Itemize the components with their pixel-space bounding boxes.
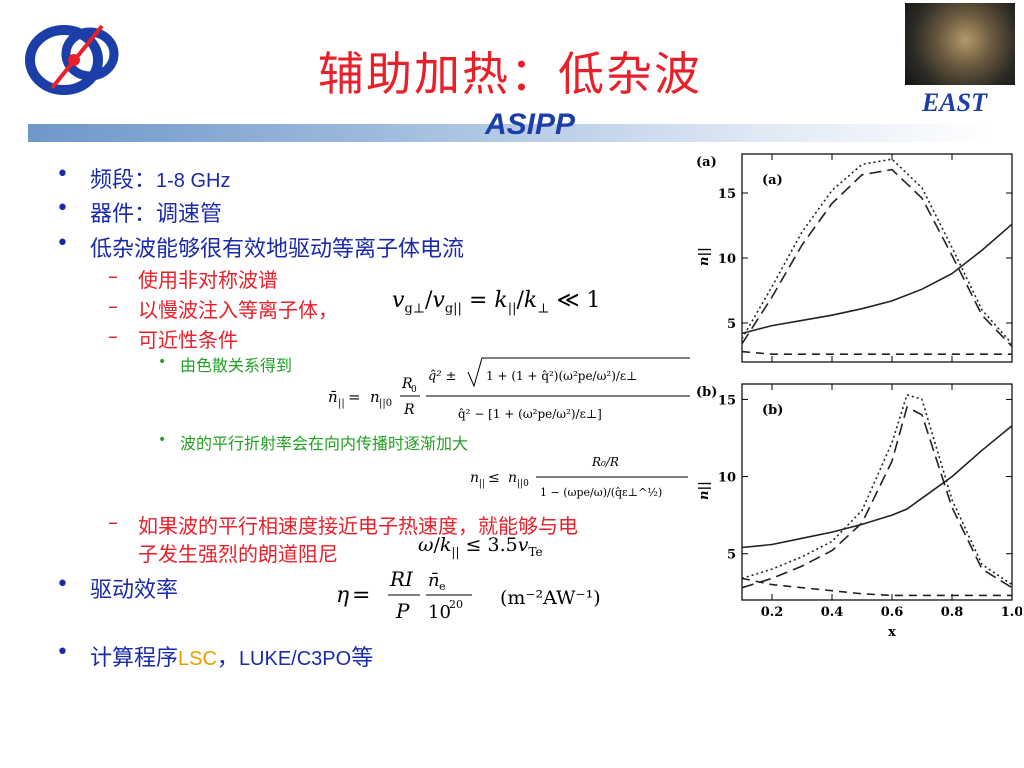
- accessibility-formula: n̄ || = n ||0 R 0 R q̂² ± 1 + (1 + q̂²)(…: [328, 357, 690, 421]
- sub-dash: –: [108, 264, 118, 288]
- series-line-dashed-low: [741, 350, 1012, 355]
- x-axis-label: x: [888, 625, 896, 640]
- svg-text:1 − (ωpe/ω)/(q̂ε⊥^½): 1 − (ωpe/ω)/(q̂ε⊥^½): [540, 486, 662, 499]
- codes-suffix: 等: [351, 646, 374, 671]
- efficiency-unit: (m⁻²AW⁻¹): [500, 587, 601, 609]
- codes-separator: ，: [216, 646, 239, 671]
- bullet-current-drive: 低杂波能够很有效地驱动等离子体电流: [90, 237, 465, 262]
- sub-slow-wave: 以慢波注入等离子体，: [138, 298, 338, 322]
- bullet-dot: •: [56, 162, 69, 187]
- series-line-solid: [741, 223, 1013, 335]
- svg-text:10: 10: [428, 602, 451, 623]
- sub-dash: –: [108, 510, 118, 534]
- series-line-solid: [741, 425, 1013, 549]
- bullet-codes: 计算程序LSC，LUKE/C3PO等: [90, 640, 373, 672]
- bullet-dot: •: [56, 196, 69, 221]
- svg-text:1 + (1 + q̂²)(ω²pe/ω²)/ε⊥: 1 + (1 + q̂²)(ω²pe/ω²)/ε⊥: [486, 369, 637, 383]
- title-bar: [28, 124, 996, 142]
- sub-asymmetric: 使用非对称波谱: [138, 268, 278, 292]
- svg-text:n: n: [370, 388, 380, 406]
- svg-text:n̄: n̄: [428, 570, 440, 591]
- svg-text:||0: ||0: [517, 479, 529, 489]
- subsub-dispersion: 由色散关系得到: [180, 356, 293, 375]
- bullet-frequency: 频段：1-8 GHz: [90, 162, 230, 194]
- asipp-logo: [25, 24, 119, 95]
- svg-text:0: 0: [411, 385, 417, 395]
- panel-label: (a): [696, 155, 717, 170]
- frequency-value: 1-8 GHz: [156, 170, 231, 192]
- chart-frame: [741, 383, 1013, 601]
- sub-dash: –: [108, 324, 118, 348]
- x-tick-label: 0.8: [941, 605, 964, 620]
- y-axis-label: n||: [697, 481, 712, 500]
- svg-text:=: =: [348, 388, 361, 406]
- y-tick-label: 5: [727, 548, 736, 563]
- y-tick-label: 10: [718, 471, 736, 486]
- series-line-dashed-low: [741, 577, 1012, 597]
- x-tick-label: 0.4: [821, 605, 844, 620]
- refractive-limit-formula: n || ≤ n ||0 R₀/R 1 − (ωpe/ω)/(q̂ε⊥^½): [470, 455, 688, 499]
- svg-text:n: n: [470, 470, 479, 486]
- inner-panel-label: (b): [762, 403, 783, 418]
- efficiency-formula: η = RI P n̄ e 10 20 (m⁻²AW⁻¹): [336, 567, 601, 623]
- frequency-label: 频段：: [90, 168, 157, 193]
- sub-dash: –: [108, 294, 118, 318]
- svg-text:R: R: [401, 376, 413, 392]
- svg-text:q̂² − [1 + (ω²pe/ω²)/ε⊥]: q̂² − [1 + (ω²pe/ω²)/ε⊥]: [458, 407, 602, 421]
- svg-text:e: e: [439, 580, 446, 593]
- subsub-dot: •: [158, 432, 167, 448]
- subsub-refractive-index: 波的平行折射率会在向内传播时逐渐加大: [180, 434, 469, 453]
- bullet-device: 器件：调速管: [90, 202, 223, 227]
- series-line-dotted: [741, 393, 1013, 586]
- code-lsc: LSC: [178, 648, 217, 670]
- series-line-dashed: [741, 405, 1013, 589]
- svg-text:q̂² ±: q̂² ±: [428, 369, 457, 384]
- page-title: 辅助加热：低杂波: [318, 47, 702, 101]
- inner-panel-label: (a): [762, 173, 783, 188]
- svg-text:=: =: [352, 583, 370, 608]
- series-line-dashed: [741, 168, 1013, 347]
- svg-text:n̄: n̄: [328, 388, 338, 406]
- east-tokamak-photo: [905, 3, 1015, 85]
- east-label: EAST: [922, 88, 988, 117]
- y-tick-label: 15: [718, 393, 736, 408]
- sub-accessibility: 可近性条件: [138, 328, 238, 352]
- bullet-dot: •: [56, 572, 69, 597]
- x-tick-label: 0.6: [881, 605, 904, 620]
- bullet-dot: •: [56, 640, 69, 665]
- bullet-efficiency: 驱动效率: [90, 578, 179, 603]
- y-tick-label: 5: [727, 317, 736, 332]
- svg-text:η: η: [336, 583, 349, 608]
- sub-landau-line2: 子发生强烈的朗道阻尼: [138, 542, 338, 566]
- svg-text:R: R: [403, 402, 415, 418]
- svg-text:P: P: [395, 599, 410, 623]
- x-tick-label: 0.2: [761, 605, 784, 620]
- svg-text:RI: RI: [389, 567, 414, 591]
- svg-text:||: ||: [338, 398, 345, 409]
- landau-formula: ω/k|| ≤ 3.5vTe: [418, 534, 543, 559]
- subsub-dot: •: [158, 354, 167, 370]
- page-subtitle: ASIPP: [484, 108, 576, 141]
- svg-text:R₀/R: R₀/R: [591, 455, 619, 469]
- svg-text:≤: ≤: [488, 470, 500, 486]
- sub-landau-line1: 如果波的平行相速度接近电子热速度，就能够与电: [138, 514, 578, 538]
- codes-prefix: 计算程序: [90, 646, 179, 671]
- svg-text:||0: ||0: [379, 398, 392, 409]
- y-axis-label: n||: [697, 247, 712, 266]
- y-tick-label: 10: [718, 252, 736, 267]
- svg-text:20: 20: [449, 598, 463, 611]
- x-tick-label: 1.0: [1001, 605, 1022, 620]
- y-tick-label: 15: [718, 187, 736, 202]
- code-luke: LUKE/C3PO: [238, 648, 352, 670]
- bullet-dot: •: [56, 231, 69, 256]
- svg-text:n: n: [508, 470, 517, 486]
- slow-wave-formula: vg⊥/vg|| = k||/k⊥ ≪ 1: [392, 288, 601, 317]
- svg-text:||: ||: [479, 479, 485, 489]
- series-line-dotted: [741, 158, 1013, 345]
- panel-label: (b): [696, 385, 717, 400]
